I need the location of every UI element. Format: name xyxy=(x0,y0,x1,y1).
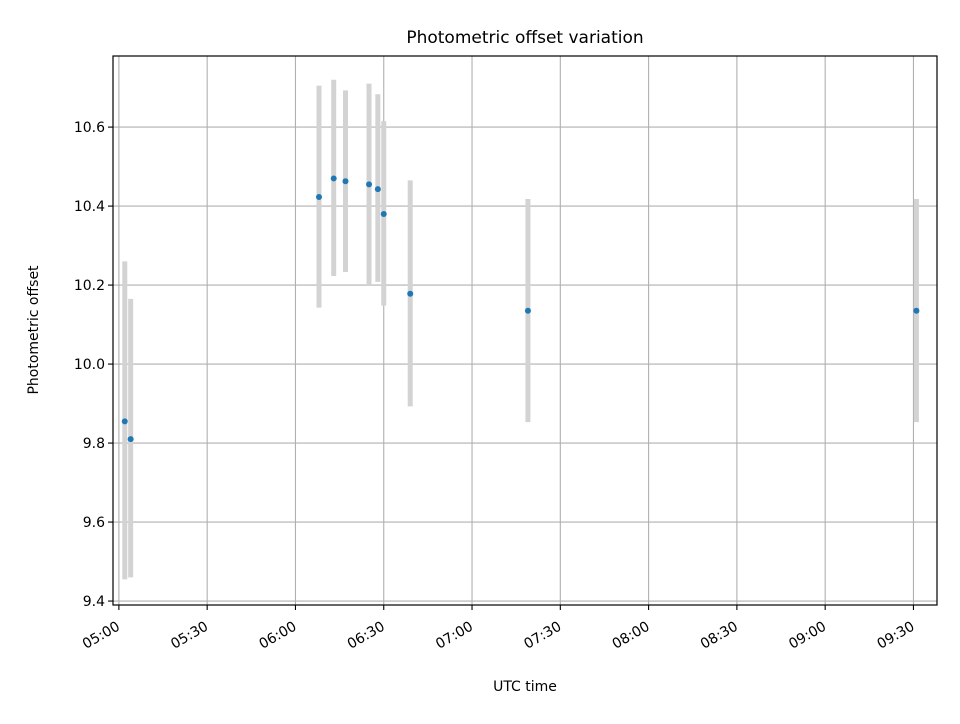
x-axis-label: UTC time xyxy=(493,679,557,695)
y-tick-label: 9.6 xyxy=(83,515,105,531)
y-tick-label: 10.6 xyxy=(74,120,105,136)
y-tick-label: 10.2 xyxy=(74,278,105,294)
data-point xyxy=(316,194,322,201)
data-point xyxy=(127,436,134,443)
data-point xyxy=(380,210,387,217)
data-point xyxy=(366,181,373,188)
data-point xyxy=(342,178,349,185)
data-point xyxy=(330,175,337,182)
data-point xyxy=(374,186,381,193)
data-point xyxy=(121,418,128,425)
y-tick-label: 9.4 xyxy=(83,594,105,610)
point-layer xyxy=(121,175,920,443)
data-point xyxy=(407,290,414,297)
plot-frame xyxy=(112,55,938,606)
data-point xyxy=(913,307,920,314)
y-axis-label: Photometric offset xyxy=(26,265,42,395)
data-point xyxy=(524,307,531,314)
y-tick-label: 10.4 xyxy=(74,199,105,215)
y-tick-label: 9.8 xyxy=(83,436,105,452)
y-tick-label: 10.0 xyxy=(74,357,105,373)
chart-title: Photometric offset variation xyxy=(406,28,643,48)
grid-layer xyxy=(113,56,937,605)
